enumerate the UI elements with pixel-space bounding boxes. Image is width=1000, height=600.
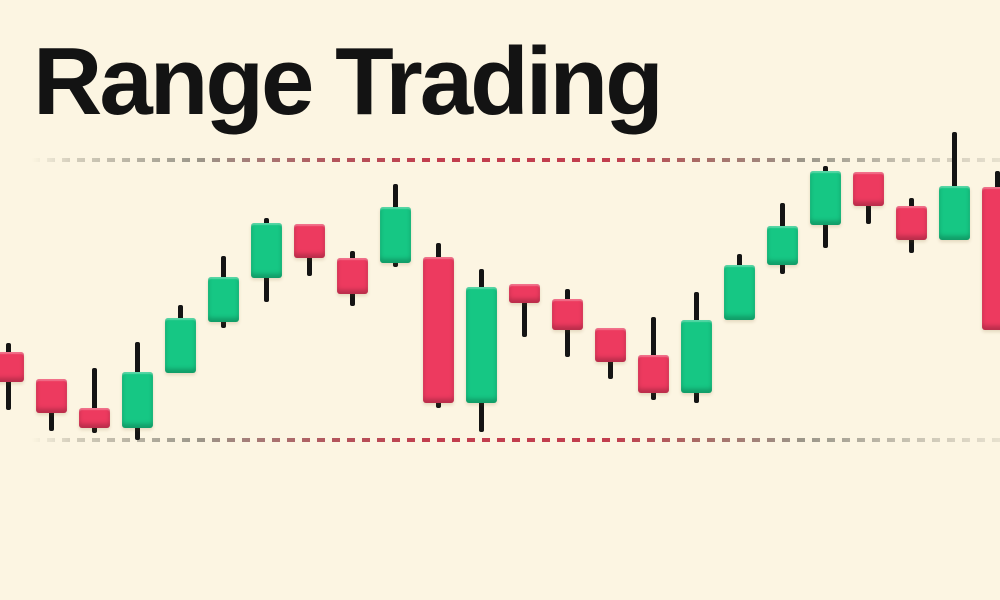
- candle-wick: [521, 284, 527, 337]
- candle-body-bearish: [551, 299, 583, 330]
- candle-body-bearish: [35, 379, 67, 413]
- candle-body-bullish: [465, 287, 497, 403]
- candle-body-bearish: [293, 224, 325, 258]
- candle-wick: [91, 368, 97, 433]
- candle-body-bullish: [121, 372, 153, 428]
- candle-body-bullish: [207, 277, 239, 322]
- candle-body-bearish: [78, 408, 110, 428]
- candle-body-bearish: [981, 187, 1000, 330]
- candle-body-bearish: [336, 258, 368, 294]
- candle-body-bullish: [723, 265, 755, 320]
- candle-body-bearish: [422, 257, 454, 403]
- support-line: [32, 438, 1000, 442]
- candle-body-bullish: [766, 226, 798, 265]
- candle-body-bearish: [0, 352, 24, 382]
- candle-body-bearish: [637, 355, 669, 393]
- candle-body-bullish: [809, 171, 841, 225]
- candle-body-bullish: [250, 223, 282, 278]
- candle-body-bearish: [594, 328, 626, 362]
- candle-body-bullish: [379, 207, 411, 263]
- candle-body-bullish: [938, 186, 970, 240]
- resistance-line: [32, 158, 1000, 162]
- candle-body-bearish: [895, 206, 927, 240]
- candle-body-bearish: [508, 284, 540, 303]
- candle-body-bullish: [680, 320, 712, 393]
- candle-body-bearish: [852, 172, 884, 206]
- candle-body-bullish: [164, 318, 196, 373]
- page-title: Range Trading: [33, 28, 664, 135]
